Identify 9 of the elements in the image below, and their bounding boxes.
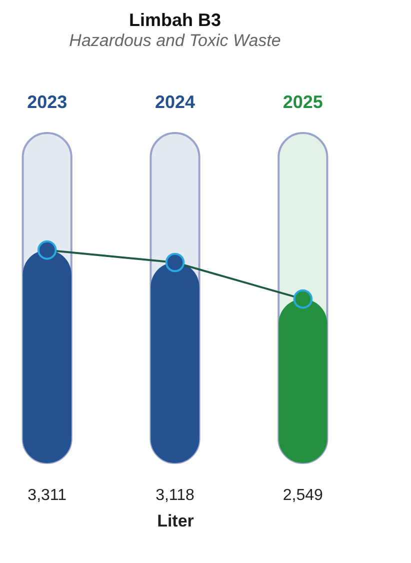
x-tick-label: 2025 — [282, 92, 323, 112]
chart-title: Limbah B3 — [128, 10, 222, 30]
data-label: 2,549 — [282, 487, 324, 504]
data-label: 3,118 — [156, 487, 195, 504]
chart-subtitle: Hazardous and Toxic Waste — [69, 31, 281, 50]
x-axis-title: Liter — [157, 512, 194, 530]
data-label: 3,311 — [28, 487, 67, 504]
x-tick-label: 2024 — [154, 92, 196, 112]
x-tick-label: 2023 — [27, 92, 68, 112]
